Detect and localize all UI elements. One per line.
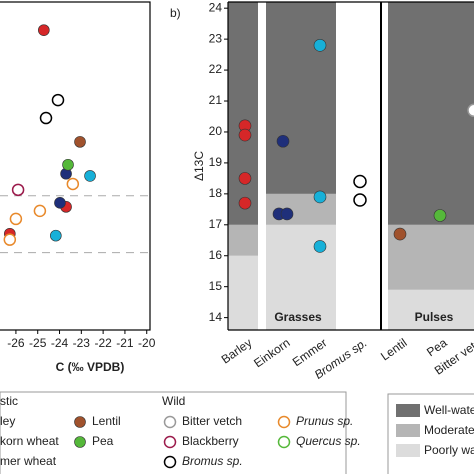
legend-label: Bromus sp. xyxy=(182,454,243,468)
water-zone xyxy=(420,224,460,290)
point xyxy=(54,197,66,209)
y-axis-label: Δ13C xyxy=(192,151,206,181)
legend-label: korn wheat xyxy=(0,434,59,448)
point xyxy=(9,212,23,226)
legend-label: ley xyxy=(0,414,15,428)
legend-label: Bitter vetch xyxy=(182,414,242,428)
y-tick-label: 22 xyxy=(209,62,223,76)
point xyxy=(51,93,65,107)
y-tick-label: 23 xyxy=(209,31,223,45)
point xyxy=(33,204,47,218)
water-zone xyxy=(228,255,258,330)
x-tick-label: -23 xyxy=(73,336,91,350)
y-tick-label: 18 xyxy=(209,186,223,200)
legend-swatch xyxy=(396,404,420,417)
legend-label: Blackberry xyxy=(182,434,239,448)
y-tick-label: 15 xyxy=(209,279,223,293)
water-zone xyxy=(388,289,420,330)
x-tick-label: Lentil xyxy=(378,336,410,364)
legend-header: Wild xyxy=(162,394,185,408)
water-zone xyxy=(266,224,302,330)
legend-label: Lentil xyxy=(92,414,121,428)
water-zone xyxy=(460,2,474,225)
point xyxy=(280,207,294,221)
water-zone xyxy=(266,2,302,194)
legend-label: mer wheat xyxy=(0,454,57,468)
point xyxy=(3,233,17,246)
water-zone xyxy=(302,2,336,194)
point xyxy=(38,24,50,36)
water-zone xyxy=(420,2,460,225)
point xyxy=(238,172,252,185)
x-tick-label: Einkorn xyxy=(251,336,292,371)
x-tick-label: -24 xyxy=(51,336,69,350)
legend-label: Poorly wa xyxy=(424,443,474,457)
point xyxy=(313,240,327,253)
y-tick-label: 14 xyxy=(209,310,223,324)
x-tick-label: -20 xyxy=(138,336,156,350)
legend-label: Quercus sp. xyxy=(296,434,361,448)
legend-swatch xyxy=(396,444,420,457)
y-tick-label: 21 xyxy=(209,93,223,107)
legend-marker xyxy=(277,415,291,429)
group-label: Pulses xyxy=(415,310,454,324)
plot-frame xyxy=(0,1,151,331)
point xyxy=(66,177,80,191)
legend-marker xyxy=(74,416,86,428)
group-label: Grasses xyxy=(274,310,322,324)
water-zone xyxy=(388,2,420,225)
point xyxy=(433,209,447,222)
water-zone xyxy=(228,2,258,225)
legend-label: Well-wate xyxy=(424,403,474,417)
point xyxy=(62,158,74,171)
x-tick-label: -26 xyxy=(7,336,25,350)
water-zone xyxy=(228,224,258,256)
point xyxy=(39,111,53,125)
legend-marker xyxy=(163,455,177,469)
y-tick-label: 20 xyxy=(209,124,223,138)
point xyxy=(467,103,474,118)
x-tick-label: Barley xyxy=(219,336,255,367)
point xyxy=(313,190,327,204)
point xyxy=(84,170,96,182)
point xyxy=(353,193,367,207)
y-tick-label: 19 xyxy=(209,155,223,169)
y-tick-label: 16 xyxy=(209,248,223,262)
y-tick-label: 24 xyxy=(209,0,223,14)
x-tick-label: -22 xyxy=(94,336,112,350)
point xyxy=(353,174,367,189)
legend-marker xyxy=(74,436,86,448)
y-tick-label: 17 xyxy=(209,217,223,231)
point xyxy=(238,128,252,142)
panel-label: b) xyxy=(170,6,181,20)
x-tick-label: -25 xyxy=(29,336,47,350)
point xyxy=(50,229,62,242)
legend-marker xyxy=(163,415,177,429)
legend-label: Moderatel xyxy=(424,423,474,437)
point xyxy=(74,136,86,148)
point xyxy=(238,196,252,210)
legend-label: Prunus sp. xyxy=(296,414,353,428)
point xyxy=(313,39,327,52)
legend-label: Pea xyxy=(92,434,114,448)
water-zone xyxy=(460,289,474,330)
water-zone xyxy=(460,224,474,290)
point xyxy=(276,134,290,148)
legend-marker xyxy=(277,435,291,449)
legend-header: stic xyxy=(0,394,18,408)
x-axis-label: C (‰ VPDB) xyxy=(56,360,125,374)
legend-swatch xyxy=(396,424,420,437)
point xyxy=(11,183,25,197)
x-tick-label: -21 xyxy=(116,336,134,350)
legend-marker xyxy=(163,435,177,449)
point xyxy=(393,227,407,241)
water-zone xyxy=(420,289,460,330)
